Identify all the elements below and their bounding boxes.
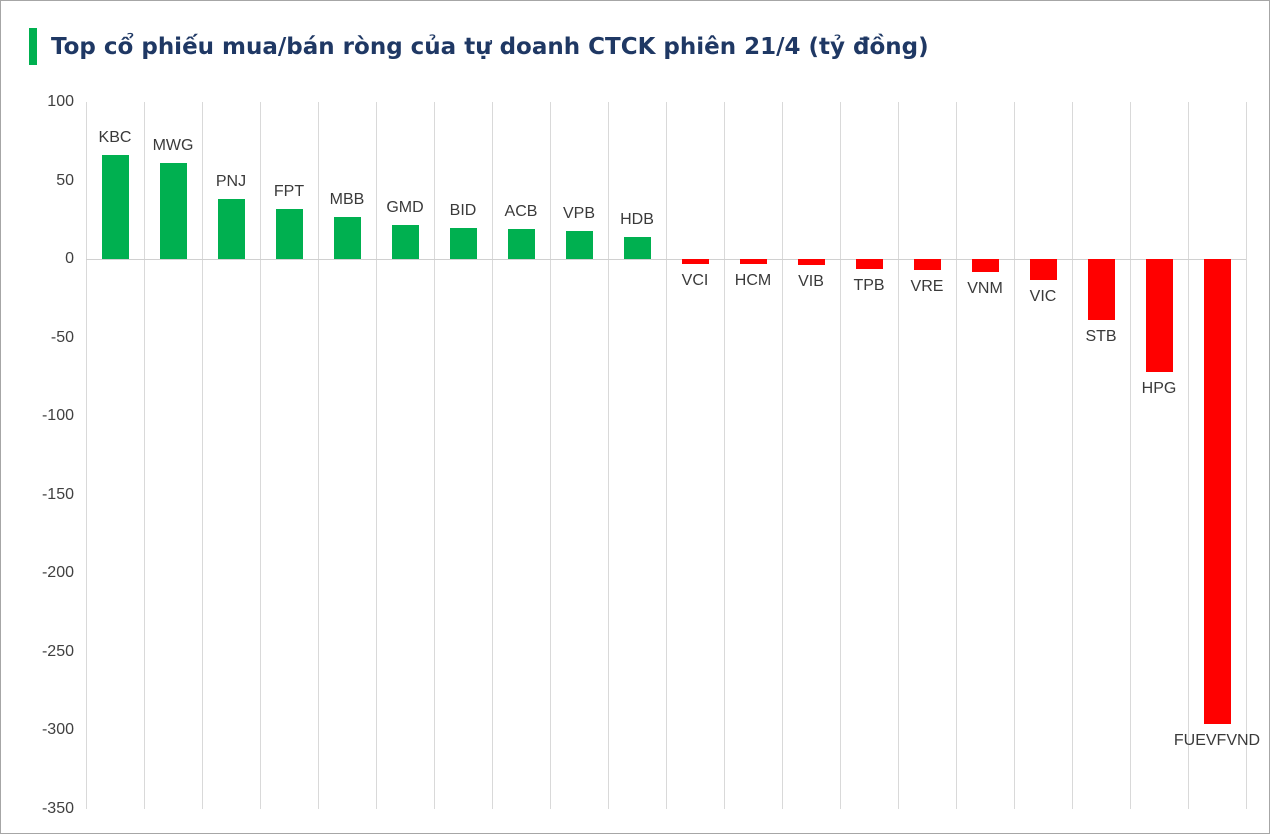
bar-label-ACB: ACB [504,203,538,221]
bar-label-GMD: GMD [386,198,424,216]
bar-label-VIB: VIB [798,273,824,291]
y-tick-label--250: -250 [41,642,74,660]
bar-label-FUEVFVND: FUEVFVND [1173,732,1261,750]
bar-HPG [1145,259,1173,373]
bar-FPT [275,208,303,260]
bar-BID [449,227,477,260]
gridline [956,102,957,809]
gridline [782,102,783,809]
bar-VRE [913,259,941,271]
gridline [898,102,899,809]
gridline [376,102,377,809]
bar-TPB [855,259,883,269]
gridline [1130,102,1131,809]
gridline [1246,102,1247,809]
gridline [608,102,609,809]
bar-PNJ [217,199,245,260]
bar-MWG [159,163,187,260]
bar-label-TPB: TPB [853,276,885,294]
bar-VIB [797,259,825,266]
y-tick-label--200: -200 [41,564,74,582]
bar-label-VNM: VNM [967,279,1003,297]
bar-VCI [681,259,709,264]
bar-FUEVFVND [1203,259,1231,725]
gridline [434,102,435,809]
y-tick-label-100: 100 [47,93,74,110]
gridline [724,102,725,809]
gridline [318,102,319,809]
bar-label-HPG: HPG [1141,380,1177,398]
gridline [1072,102,1073,809]
bar-label-STB: STB [1085,328,1117,346]
gridline [1014,102,1015,809]
gridline [260,102,261,809]
gridline [144,102,145,809]
gridline [840,102,841,809]
bar-label-MWG: MWG [152,137,194,155]
bar-HDB [623,237,651,260]
bar-STB [1087,259,1115,321]
y-tick-label--100: -100 [41,407,74,425]
gridline [492,102,493,809]
y-tick-label--300: -300 [41,721,74,739]
plot-area: KBC MWG PNJ FPT MBB GMD BID ACB VPB HDB VCI HCM VIB T… [86,102,1260,809]
bar-GMD [391,224,419,260]
bar-VNM [971,259,999,272]
bar-label-VCI: VCI [681,271,709,289]
bar-label-KBC: KBC [98,129,132,147]
gridline [1188,102,1189,809]
chart-header: Top cổ phiếu mua/bán ròng của tự doanh C… [29,28,929,65]
bar-ACB [507,229,535,260]
gridline [202,102,203,809]
bar-HCM [739,259,767,264]
bar-VPB [565,230,593,260]
bar-label-FPT: FPT [273,182,305,200]
y-tick-label-50: 50 [56,171,74,189]
zero-axis-line [86,259,1246,261]
bar-label-MBB: MBB [329,190,365,208]
gridline [666,102,667,809]
y-tick-label--150: -150 [41,485,74,503]
bar-MBB [333,216,361,260]
bar-KBC [101,155,129,260]
bar-label-BID: BID [449,201,477,219]
bar-label-VRE: VRE [910,278,944,296]
bar-label-VPB: VPB [562,204,595,222]
y-tick-label--50: -50 [50,328,74,346]
title-accent-bar [29,28,37,65]
bar-label-HCM: HCM [734,271,772,289]
bar-label-VIC: VIC [1029,287,1057,305]
y-tick-label-0: 0 [65,250,74,268]
y-tick-label--350: -350 [41,800,74,817]
gridline [86,102,87,809]
page-title: Top cổ phiếu mua/bán ròng của tự doanh C… [51,33,929,60]
bar-VIC [1029,259,1057,280]
bar-label-PNJ: PNJ [215,173,247,191]
gridline [550,102,551,809]
bar-label-HDB: HDB [620,211,654,229]
